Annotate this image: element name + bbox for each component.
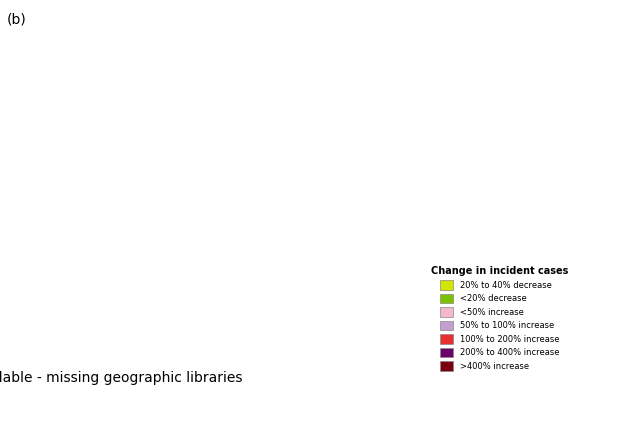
Text: (b): (b) xyxy=(6,13,26,27)
Text: Map unavailable - missing geographic libraries: Map unavailable - missing geographic lib… xyxy=(0,371,243,385)
Legend: 20% to 40% decrease, <20% decrease, <50% increase, 50% to 100% increase, 100% to: 20% to 40% decrease, <20% decrease, <50%… xyxy=(428,263,572,374)
